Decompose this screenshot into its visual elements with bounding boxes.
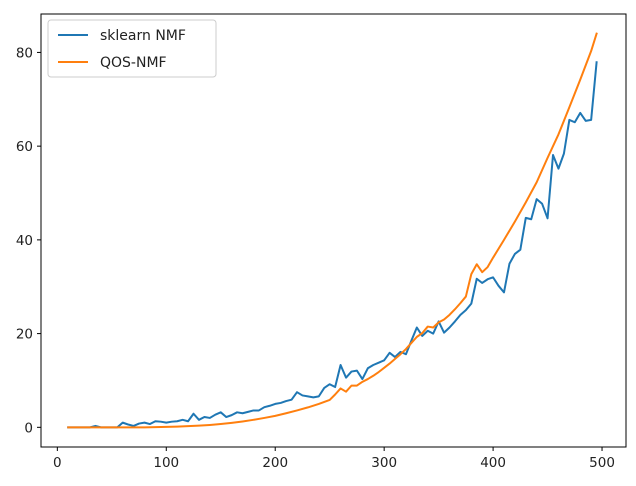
y-tick-label: 60 — [16, 139, 33, 155]
legend-label: QOS-NMF — [100, 55, 167, 71]
x-tick-label: 400 — [480, 455, 506, 471]
y-tick-label: 0 — [24, 420, 33, 436]
y-tick-label: 20 — [16, 327, 33, 343]
x-tick-label: 300 — [371, 455, 397, 471]
x-tick-label: 200 — [262, 455, 288, 471]
plot-marks — [67, 32, 598, 429]
legend-label: sklearn NMF — [100, 28, 186, 44]
series-line-1 — [67, 32, 598, 429]
x-tick-label: 500 — [589, 455, 615, 471]
plot-frame — [40, 13, 627, 448]
y-tick-label: 80 — [16, 45, 33, 61]
x-tick-label: 0 — [53, 455, 62, 471]
legend: sklearn NMF QOS-NMF — [47, 19, 217, 78]
y-tick-label: 40 — [16, 233, 33, 249]
series-line-0 — [67, 61, 598, 429]
legend-box — [47, 19, 217, 78]
axes: 0 100 200 300 400 500 0 20 40 60 80 — [16, 45, 615, 471]
x-tick-label: 100 — [153, 455, 179, 471]
